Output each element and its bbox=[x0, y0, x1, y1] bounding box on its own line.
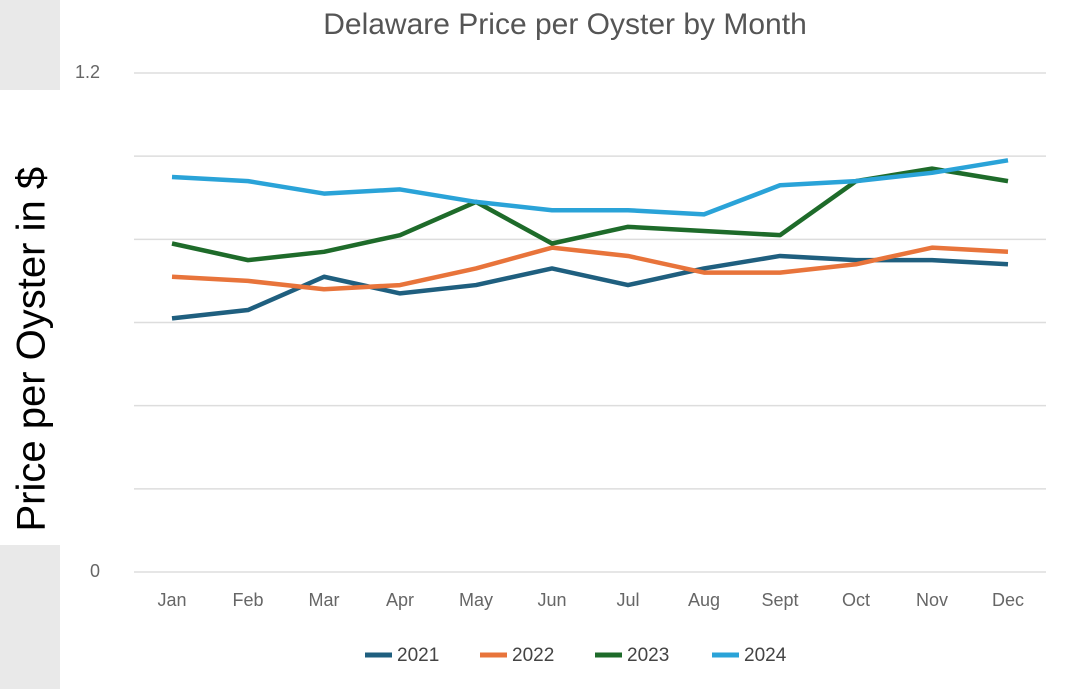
x-tick-label: May bbox=[459, 590, 493, 610]
x-tick-label: Jan bbox=[157, 590, 186, 610]
x-tick-label: Feb bbox=[232, 590, 263, 610]
legend-label: 2021 bbox=[397, 645, 439, 666]
x-tick-label: Apr bbox=[386, 590, 414, 610]
y-label-box: Price per Oyster in $ bbox=[0, 90, 120, 545]
x-tick-label: Mar bbox=[309, 590, 340, 610]
x-tick-label: Oct bbox=[842, 590, 870, 610]
legend-label: 2023 bbox=[627, 645, 669, 666]
x-tick-label: Jun bbox=[537, 590, 566, 610]
x-tick-label: Nov bbox=[916, 590, 948, 610]
x-tick-label: Dec bbox=[992, 590, 1024, 610]
x-tick-label: Sept bbox=[761, 590, 798, 610]
y-tick-label: 1.2 bbox=[75, 62, 100, 82]
y-tick-label: 0 bbox=[90, 561, 100, 581]
legend-label: 2022 bbox=[512, 645, 554, 666]
y-axis-label: Price per Oyster in $ bbox=[9, 166, 54, 532]
series-line bbox=[171, 245, 1009, 292]
x-tick-label: Aug bbox=[688, 590, 720, 610]
x-tick-label: Jul bbox=[616, 590, 639, 610]
series-line bbox=[171, 166, 1009, 263]
series-line bbox=[171, 158, 1009, 217]
chart-title: Delaware Price per Oyster by Month bbox=[323, 8, 807, 41]
legend-label: 2024 bbox=[744, 645, 787, 666]
